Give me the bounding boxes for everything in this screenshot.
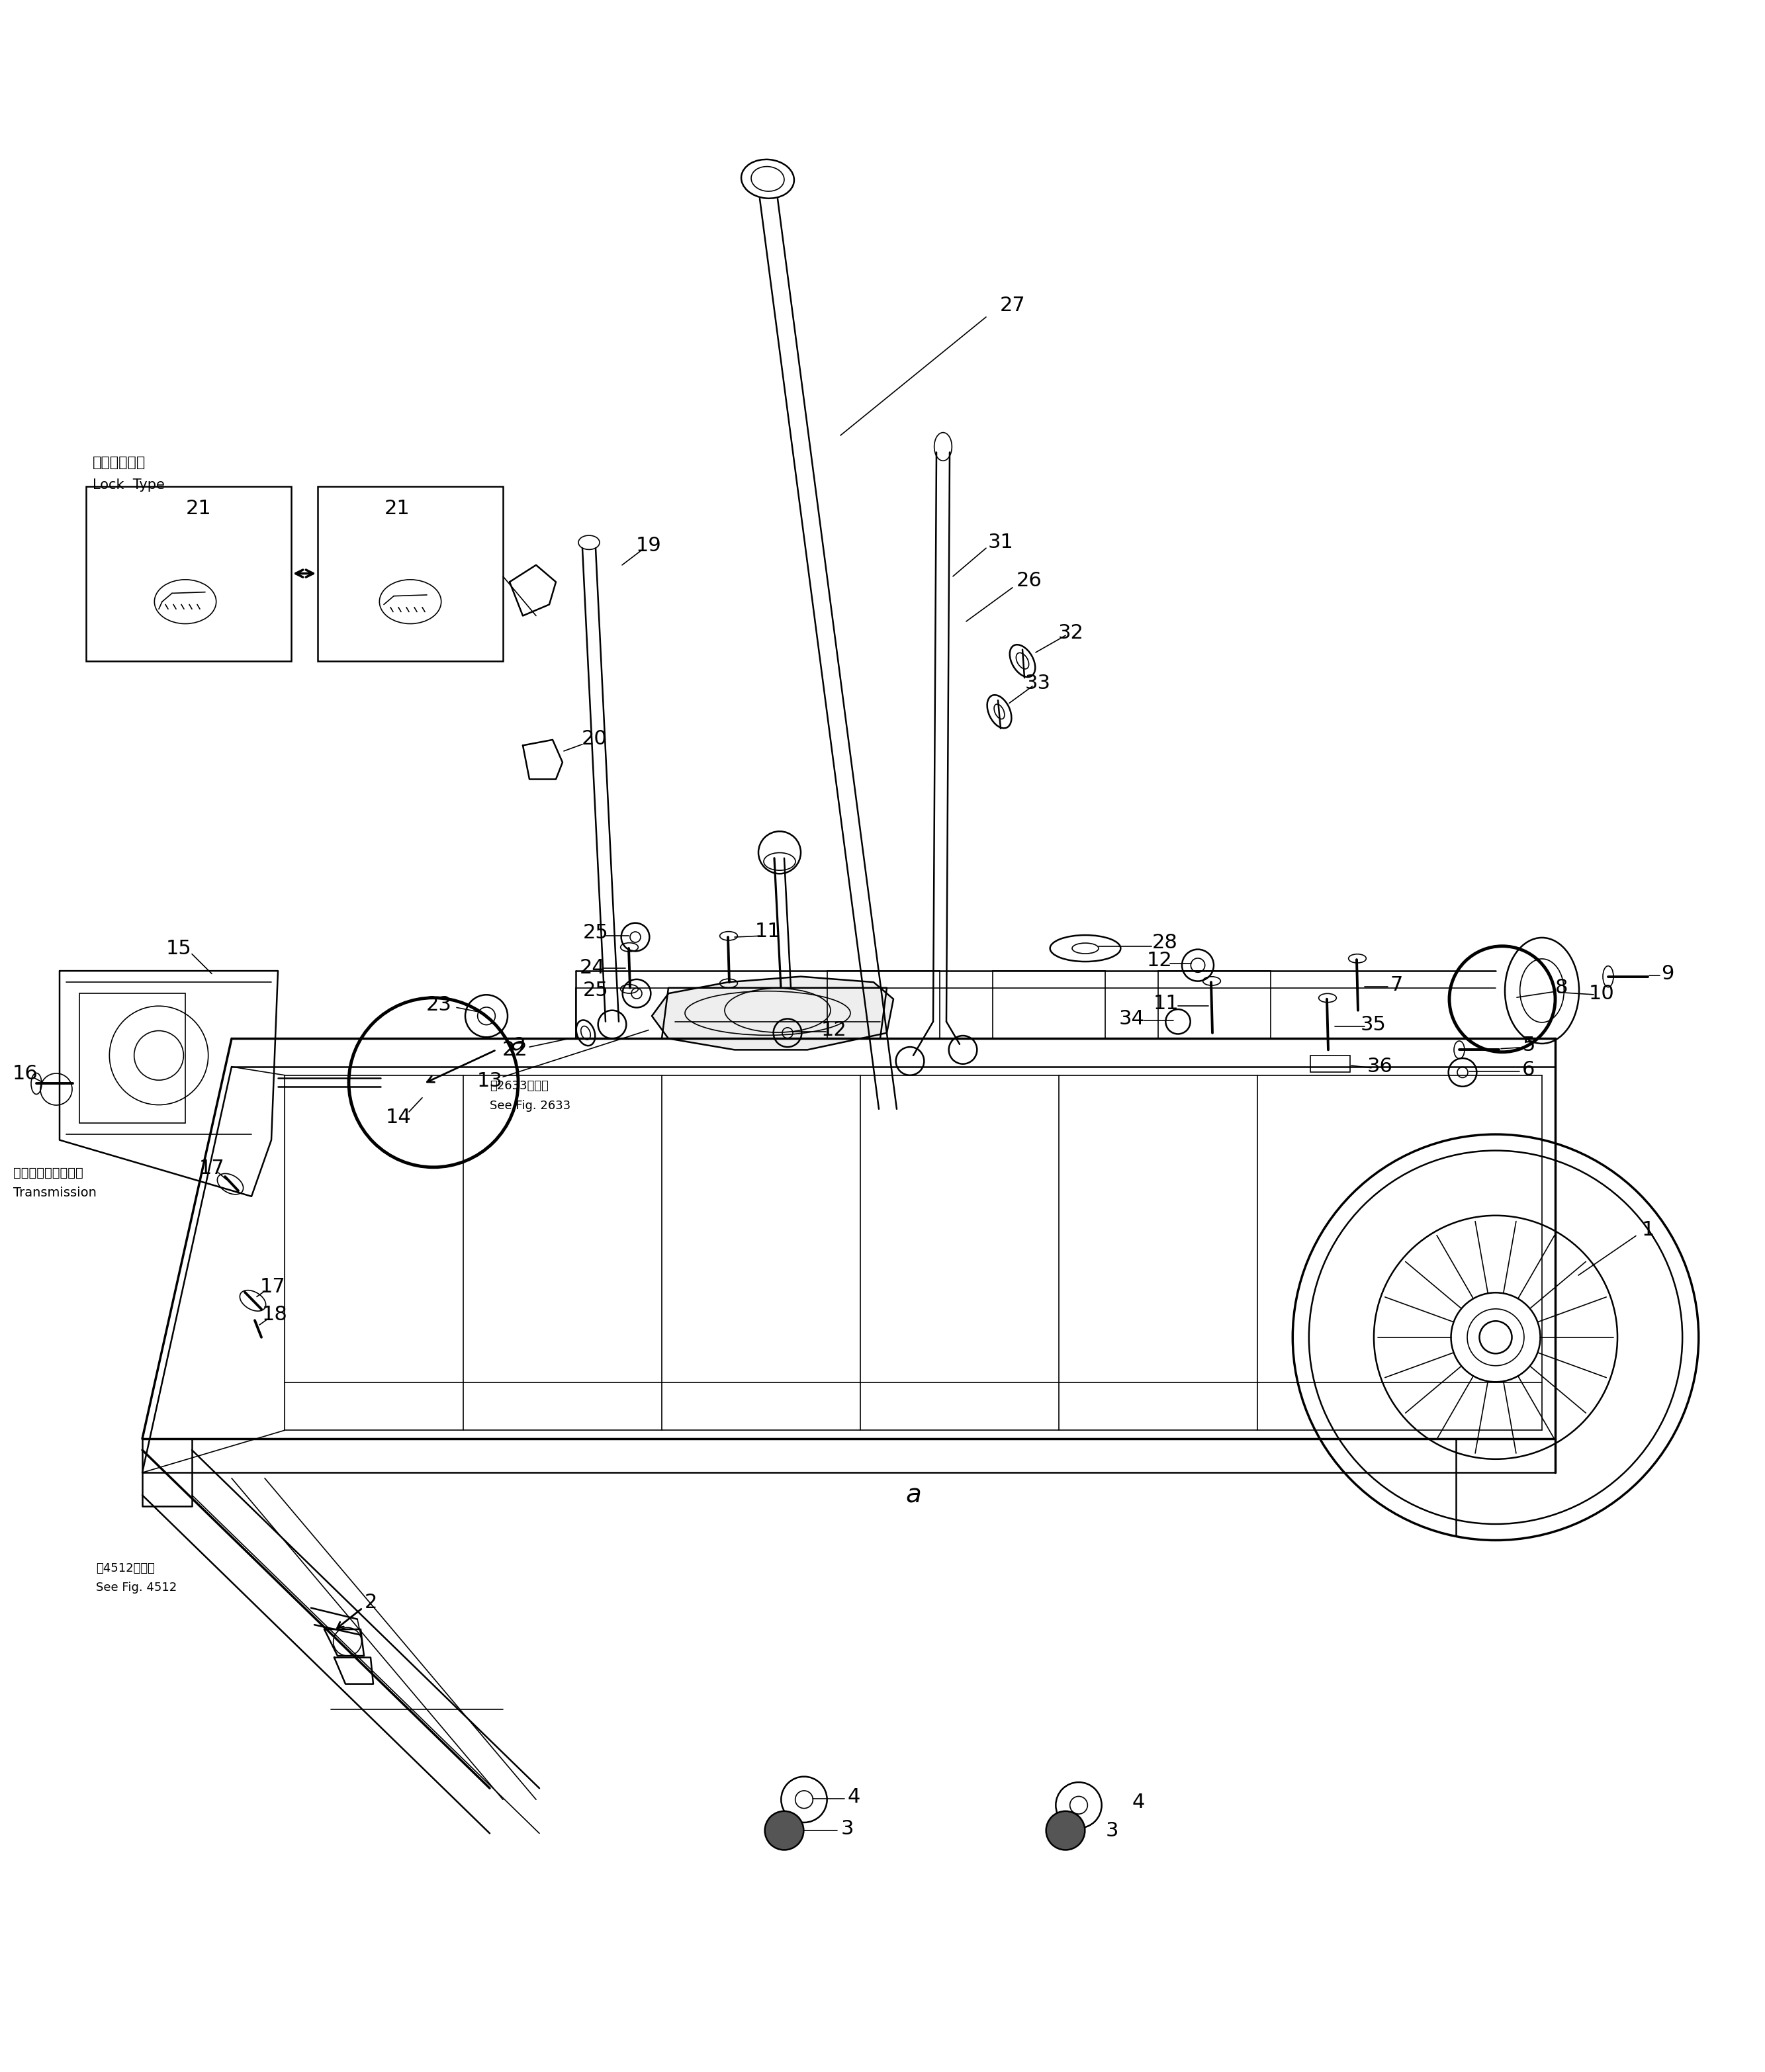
Text: 31: 31 [988,533,1013,551]
Text: 32: 32 [1057,624,1084,642]
Text: 12: 12 [821,1021,847,1040]
Text: 28: 28 [1153,932,1177,953]
Bar [79,992,185,1123]
Bar [1158,972,1271,1038]
Text: 3: 3 [840,1819,854,1838]
Circle shape [1047,1811,1085,1850]
Text: 16: 16 [12,1065,39,1084]
Text: 22: 22 [501,1040,528,1059]
Bar [86,487,291,661]
Text: 33: 33 [1025,673,1050,692]
Text: 4: 4 [847,1788,860,1807]
Bar [318,487,503,661]
Text: a: a [905,1484,921,1508]
Text: 7: 7 [1391,976,1403,995]
Text: 36: 36 [1366,1057,1393,1075]
Text: Lock  Type: Lock Type [92,479,164,491]
Text: See Fig. 4512: See Fig. 4512 [95,1581,177,1593]
Text: 11: 11 [1153,995,1179,1013]
Text: 17: 17 [259,1276,286,1297]
Text: 15: 15 [166,939,192,957]
Text: 21: 21 [385,499,409,518]
Circle shape [764,1811,803,1850]
Text: 6: 6 [1523,1061,1536,1080]
Text: 11: 11 [755,922,780,941]
Text: 17: 17 [199,1158,224,1177]
Text: 24: 24 [579,959,605,978]
Text: 25: 25 [582,980,609,999]
Text: 第2633図参照: 第2633図参照 [489,1080,549,1092]
Text: 18: 18 [261,1305,288,1324]
Text: 13: 13 [477,1071,503,1090]
Text: 2: 2 [364,1593,378,1612]
Text: 12: 12 [1147,951,1172,970]
Text: 34: 34 [1119,1009,1144,1028]
Text: 23: 23 [425,995,452,1015]
Circle shape [1479,1322,1513,1353]
Text: a: a [510,1032,526,1055]
Polygon shape [662,988,886,1038]
Text: 27: 27 [999,296,1025,315]
Text: 26: 26 [1017,572,1041,591]
Text: 3: 3 [1105,1821,1119,1840]
Text: 4: 4 [1131,1792,1145,1811]
Text: 21: 21 [185,499,212,518]
Bar [992,972,1105,1038]
Text: Transmission: Transmission [12,1187,97,1200]
Text: 1: 1 [1641,1220,1654,1239]
Text: 20: 20 [581,729,607,748]
Text: 14: 14 [385,1109,411,1127]
Bar [1310,1055,1350,1073]
Text: 25: 25 [582,922,609,943]
Bar [828,972,939,1038]
Text: 5: 5 [1523,1036,1536,1055]
Polygon shape [60,972,277,1196]
Polygon shape [651,976,893,1051]
Text: ロックタイプ: ロックタイプ [92,456,146,468]
Text: See Fig. 2633: See Fig. 2633 [489,1100,570,1113]
Text: 8: 8 [1555,978,1569,997]
Text: トランスミッション: トランスミッション [12,1167,83,1179]
Text: 10: 10 [1588,984,1615,1003]
Text: 19: 19 [635,537,662,555]
Text: 35: 35 [1361,1015,1386,1034]
Text: 9: 9 [1661,963,1675,984]
Text: 第4512図参照: 第4512図参照 [95,1562,155,1575]
